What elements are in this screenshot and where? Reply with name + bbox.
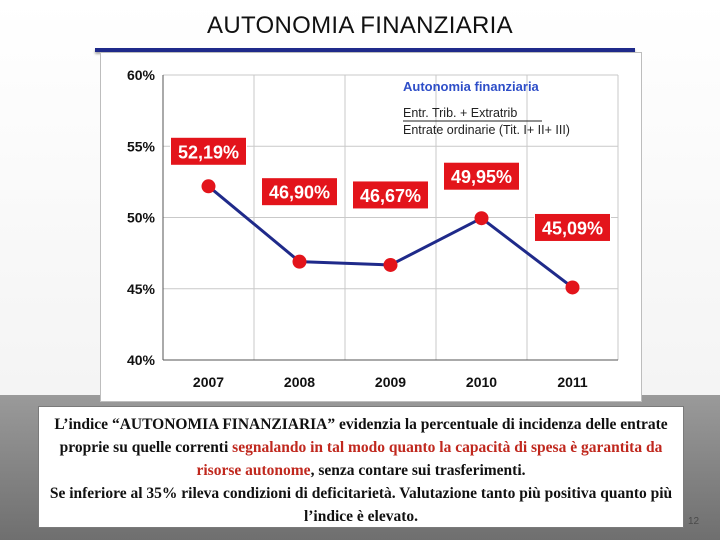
y-tick-label: 40% [127, 352, 156, 368]
x-tick-label: 2009 [375, 374, 406, 390]
x-tick-label: 2010 [466, 374, 497, 390]
data-label: 52,19% [178, 142, 239, 162]
y-tick-label: 50% [127, 210, 156, 226]
slide-number: 12 [688, 516, 700, 527]
page-title: AUTONOMIA FINANZIARIA [207, 12, 513, 39]
x-tick-label: 2008 [284, 374, 315, 390]
data-point [565, 280, 580, 295]
data-label-box [170, 136, 247, 166]
data-label-box [443, 161, 520, 191]
data-label-box [261, 177, 338, 207]
caption-text-1: L’indice “AUTONOMIA FINANZIARIA” evidenz… [54, 416, 668, 456]
data-label-box [352, 180, 429, 210]
title-underline [95, 48, 635, 52]
line-chart: 60% 55% 50% 45% 40% 2007 2008 2009 2010 2011 Auto… [127, 67, 619, 390]
y-tick-label: 55% [127, 138, 156, 154]
data-point [201, 179, 216, 194]
caption-text-3: Se inferiore al 35% rileva condizioni di… [49, 485, 673, 525]
data-point [383, 257, 398, 272]
legend-denominator: Entrate ordinarie (Tit. I+ II+ III) [403, 123, 570, 137]
data-label-box [534, 212, 611, 242]
legend-title: Autonomia finanziaria [403, 79, 540, 94]
caption-text-2: , senza contare sui trasferimenti. [310, 462, 526, 479]
y-tick-label: 60% [127, 67, 156, 83]
x-tick-label: 2007 [193, 374, 224, 390]
x-tick-label: 2011 [557, 374, 588, 390]
data-label: 46,67% [360, 186, 421, 206]
data-label: 49,95% [451, 167, 512, 187]
data-label: 46,90% [269, 183, 330, 203]
data-point [474, 211, 489, 226]
data-point [292, 254, 307, 269]
data-label: 45,09% [542, 218, 603, 238]
caption-box: L’indice “AUTONOMIA FINANZIARIA” evidenz… [38, 406, 684, 528]
legend-numerator: Entr. Trib. + Extratrib [403, 106, 517, 120]
y-tick-label: 45% [127, 281, 156, 297]
caption-highlight: segnalando in tal modo quanto la capacit… [196, 439, 663, 479]
